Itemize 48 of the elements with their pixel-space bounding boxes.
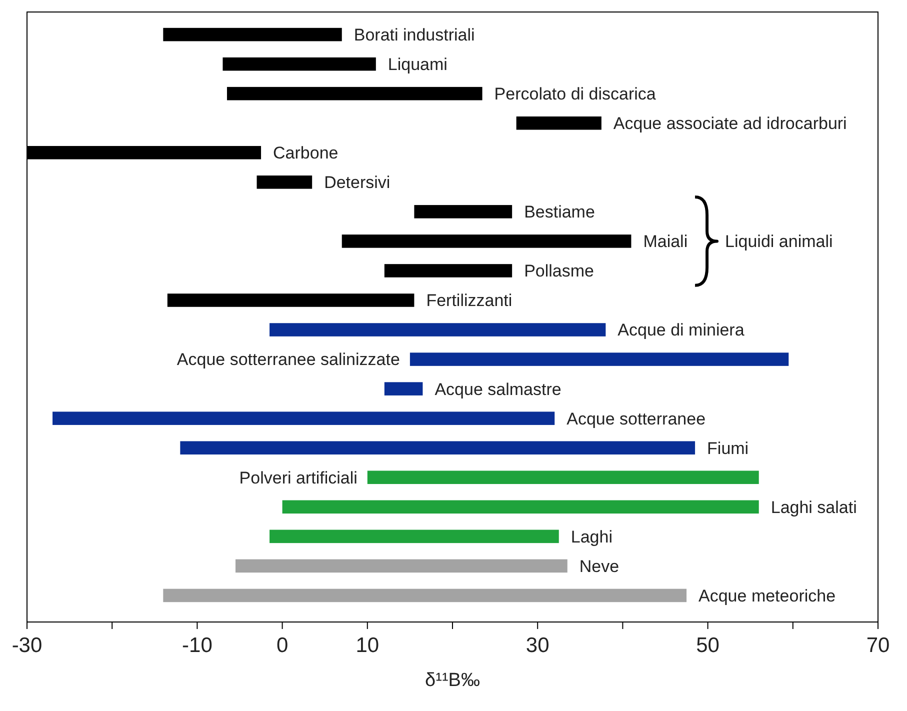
x-tick-label: -10 — [182, 634, 212, 657]
y-tick-label: Liquami — [388, 55, 448, 74]
y-tick-label: Acque associate ad idrocarburi — [613, 114, 847, 134]
bar — [226, 86, 482, 100]
bar — [384, 264, 512, 278]
bar — [180, 441, 696, 454]
bar — [282, 500, 759, 514]
annotation: Liquidi animali — [725, 232, 833, 252]
y-tick-label: Laghi salati — [770, 498, 857, 517]
x-tick-label: 0 — [276, 634, 288, 657]
bar — [52, 412, 555, 425]
bar — [367, 470, 759, 484]
y-tick-label: Fiumi — [707, 438, 749, 458]
bar — [163, 28, 342, 42]
bar — [270, 323, 606, 336]
y-tick-label: Acque sotterranee salinizzate — [176, 350, 400, 370]
y-tick-label: Laghi — [570, 527, 612, 546]
bar — [222, 57, 376, 71]
y-tick-label: Carbone — [273, 144, 338, 163]
y-tick-label: Acque meteoriche — [698, 586, 836, 606]
bar — [414, 205, 512, 218]
bar — [235, 559, 568, 573]
y-tick-label: Borati industriali — [354, 25, 475, 44]
y-tick-label: Acque salmastre — [434, 380, 562, 399]
y-tick-label: Maiali — [643, 232, 688, 252]
x-tick-label: 10 — [356, 634, 380, 657]
x-axis-title: δ¹¹B‰ — [425, 670, 480, 691]
y-tick-label: Acque sotterranee — [566, 409, 706, 428]
y-tick-label: Polveri artificiali — [239, 468, 358, 488]
bar — [163, 588, 687, 602]
y-tick-label: Pollasme — [524, 262, 594, 281]
y-tick-label: Acque di miniera — [618, 320, 745, 340]
bar — [342, 234, 632, 248]
bar — [516, 116, 602, 130]
x-tick-label: -30 — [12, 634, 42, 657]
x-tick-label: 70 — [866, 634, 890, 657]
bar — [167, 294, 414, 307]
y-tick-label: Fertilizzanti — [426, 291, 512, 310]
y-tick-label: Percolato di discarica — [494, 84, 656, 104]
x-tick-label: 50 — [696, 634, 720, 657]
bar — [270, 530, 559, 544]
bar — [384, 382, 423, 396]
y-tick-label: Bestiame — [524, 202, 595, 222]
x-tick-label: 30 — [526, 634, 550, 657]
y-tick-label: Detersivi — [324, 173, 390, 192]
bar — [256, 176, 312, 189]
y-tick-label: Neve — [579, 556, 620, 576]
bar — [410, 352, 789, 366]
